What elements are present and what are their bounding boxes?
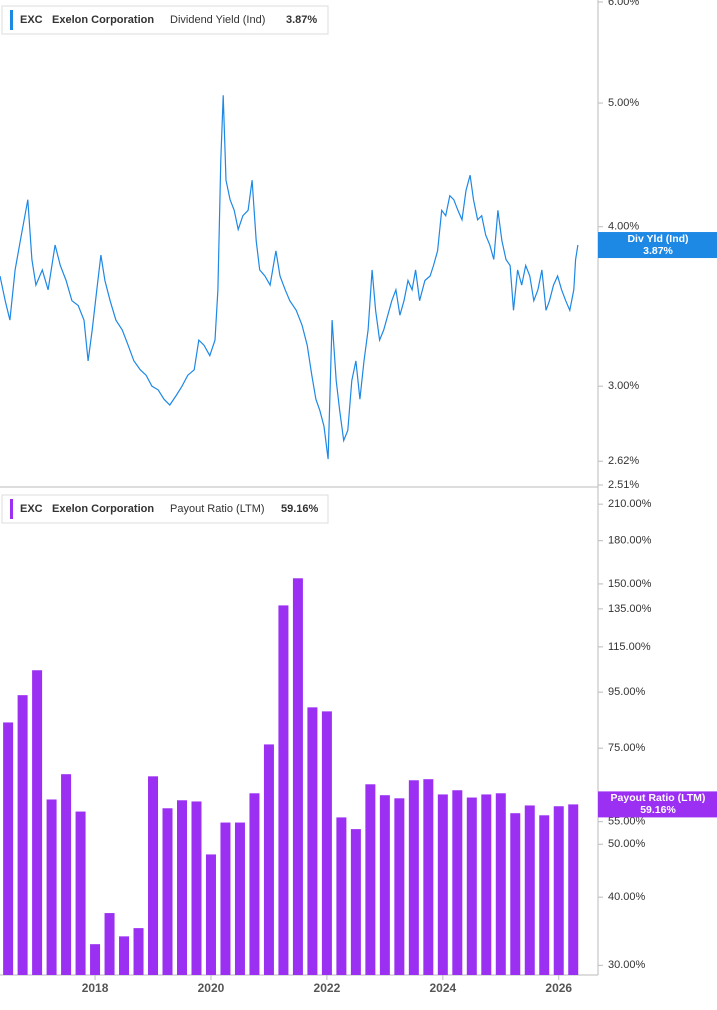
bar bbox=[220, 822, 231, 975]
bar bbox=[365, 784, 376, 975]
bar bbox=[162, 808, 173, 975]
bar bbox=[176, 800, 187, 975]
bar bbox=[104, 913, 115, 975]
y-tick-label: 2.51% bbox=[608, 479, 639, 491]
legend-company: Exelon Corporation bbox=[52, 503, 154, 515]
bar bbox=[437, 794, 448, 975]
bar bbox=[379, 795, 390, 975]
bar bbox=[336, 817, 347, 975]
bar bbox=[90, 944, 101, 975]
bar bbox=[249, 793, 260, 975]
value-flag: Div Yld (Ind)3.87% bbox=[598, 232, 717, 259]
y-tick-label: 135.00% bbox=[608, 603, 652, 615]
bar bbox=[61, 774, 72, 975]
y-tick-label: 180.00% bbox=[608, 535, 652, 547]
legend-value: 59.16% bbox=[281, 503, 319, 515]
y-tick-label: 6.00% bbox=[608, 0, 639, 8]
legend-accent bbox=[10, 10, 13, 30]
flag-value: 3.87% bbox=[643, 245, 673, 257]
line-series bbox=[0, 95, 579, 460]
x-tick-label: 2018 bbox=[82, 981, 109, 995]
bar bbox=[510, 813, 521, 975]
legend-box bbox=[1, 494, 329, 524]
bar bbox=[148, 776, 159, 975]
bar bbox=[234, 822, 245, 975]
bar bbox=[452, 790, 463, 975]
bar bbox=[495, 793, 506, 975]
bar bbox=[292, 578, 303, 975]
legend-ticker: EXC bbox=[20, 14, 43, 26]
legend-ticker: EXC bbox=[20, 503, 43, 515]
x-tick-label: 2020 bbox=[198, 981, 225, 995]
bar bbox=[46, 799, 57, 975]
y-tick-label: 50.00% bbox=[608, 838, 646, 850]
legend-value: 3.87% bbox=[286, 14, 317, 26]
x-tick-label: 2022 bbox=[314, 981, 341, 995]
bar bbox=[278, 605, 289, 975]
bar bbox=[553, 806, 564, 975]
y-tick-label: 3.00% bbox=[608, 380, 639, 392]
y-tick-label: 150.00% bbox=[608, 578, 652, 590]
bar bbox=[133, 928, 144, 975]
bar bbox=[539, 815, 550, 975]
bar bbox=[205, 854, 216, 975]
y-tick-label: 210.00% bbox=[608, 498, 652, 510]
bar bbox=[17, 695, 28, 975]
bar bbox=[524, 805, 535, 975]
bar bbox=[408, 780, 419, 975]
y-tick-label: 4.00% bbox=[608, 221, 639, 233]
bar bbox=[263, 744, 274, 975]
legend-accent bbox=[10, 499, 13, 519]
bar bbox=[307, 707, 318, 975]
legend-series: Dividend Yield (Ind) bbox=[170, 14, 265, 26]
bar bbox=[32, 670, 43, 975]
bar bbox=[119, 936, 130, 975]
bar bbox=[568, 804, 579, 975]
bar bbox=[75, 811, 86, 975]
bar bbox=[321, 711, 332, 975]
value-flag: Payout Ratio (LTM)59.16% bbox=[598, 791, 717, 818]
legend-company: Exelon Corporation bbox=[52, 14, 154, 26]
x-tick-label: 2024 bbox=[429, 981, 456, 995]
y-tick-label: 30.00% bbox=[608, 959, 646, 971]
bar bbox=[191, 801, 202, 975]
bar bbox=[466, 797, 477, 975]
legend-box bbox=[1, 5, 329, 35]
bar bbox=[423, 779, 434, 975]
flag-box bbox=[598, 791, 717, 818]
flag-name: Div Yld (Ind) bbox=[627, 233, 688, 245]
bar bbox=[3, 722, 14, 975]
y-tick-label: 75.00% bbox=[608, 742, 646, 754]
x-tick-label: 2026 bbox=[545, 981, 572, 995]
y-tick-label: 115.00% bbox=[608, 641, 651, 653]
flag-value: 59.16% bbox=[640, 804, 676, 816]
legend-series: Payout Ratio (LTM) bbox=[170, 503, 265, 515]
flag-name: Payout Ratio (LTM) bbox=[611, 792, 706, 804]
bar bbox=[394, 798, 405, 975]
bar bbox=[350, 829, 361, 975]
flag-box bbox=[598, 232, 717, 259]
y-tick-label: 2.62% bbox=[608, 455, 639, 467]
y-tick-label: 5.00% bbox=[608, 97, 639, 109]
y-tick-label: 40.00% bbox=[608, 891, 646, 903]
y-tick-label: 55.00% bbox=[608, 816, 646, 828]
y-tick-label: 95.00% bbox=[608, 686, 646, 698]
bar bbox=[481, 794, 492, 975]
